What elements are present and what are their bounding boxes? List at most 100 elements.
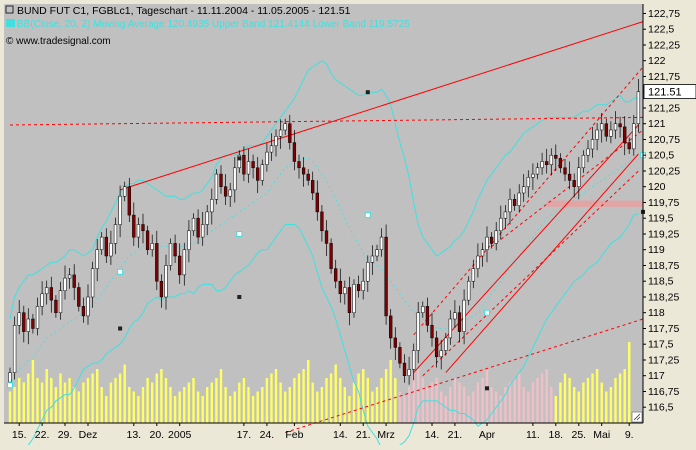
- volume-bar: [18, 378, 21, 423]
- candle-up: [12, 325, 17, 373]
- candle-down: [311, 180, 315, 194]
- bollinger-bands: [9, 60, 639, 450]
- candle-down: [618, 123, 622, 128]
- candle-down: [141, 224, 145, 232]
- candle-up: [471, 268, 475, 282]
- candle-down: [301, 167, 306, 175]
- volume-bar: [325, 378, 328, 423]
- candle-up: [494, 230, 498, 244]
- candle-down: [572, 180, 576, 187]
- candle-down: [558, 158, 563, 169]
- candle-up: [503, 211, 508, 219]
- volume-bar: [522, 387, 525, 423]
- y-tick-label: 119,5: [648, 213, 674, 225]
- candle-down: [425, 306, 430, 326]
- volume-bar: [36, 378, 39, 423]
- candle-up: [246, 161, 251, 175]
- candle-up: [526, 177, 530, 188]
- candle-down: [155, 243, 159, 282]
- volume-bar: [352, 382, 356, 423]
- candle-up: [375, 249, 379, 257]
- volume-bar: [384, 369, 388, 423]
- x-tick-label: 2005: [168, 429, 192, 441]
- candle-up: [109, 243, 113, 257]
- volume-bar: [563, 373, 567, 423]
- candle-down: [178, 255, 182, 276]
- volume-bar: [513, 378, 516, 423]
- candle-down: [554, 154, 558, 159]
- candle-up: [35, 306, 40, 329]
- volume-bar: [82, 382, 85, 423]
- candle-up: [187, 230, 191, 250]
- candle-up: [499, 217, 503, 232]
- candle-down: [320, 211, 324, 232]
- candle-up: [600, 123, 604, 131]
- band-box: [7, 382, 13, 389]
- candle-up: [228, 189, 232, 197]
- candle-up: [233, 167, 237, 191]
- volume-bar: [238, 382, 241, 423]
- volume-bar: [518, 373, 521, 423]
- y-tick-label: 121,25: [648, 103, 680, 115]
- volume-bar: [27, 373, 30, 423]
- x-tick-label: 22.: [35, 429, 50, 441]
- y-tick-label: 118: [648, 307, 665, 319]
- candle-down: [132, 214, 136, 238]
- candle-up: [522, 186, 526, 194]
- volume-bar: [178, 391, 181, 423]
- x-tick-label: 15.: [12, 429, 27, 441]
- volume-bar: [472, 391, 475, 423]
- y-tick-label: 116,5: [648, 402, 674, 414]
- volume-bar: [141, 387, 145, 423]
- chart-title: BUND FUT C1, FGBLc1, Tageschart - 11.11.…: [17, 5, 351, 17]
- volume-bar: [261, 387, 264, 423]
- y-tick-label: 120,5: [648, 150, 674, 162]
- volume-bar: [123, 364, 126, 423]
- y-tick-label: 120,75: [648, 134, 680, 146]
- volume-bar: [251, 396, 255, 423]
- volume-bar: [31, 360, 35, 423]
- volume-bar: [320, 387, 324, 423]
- candle-up: [421, 306, 425, 313]
- candle-up: [201, 224, 205, 238]
- candle-up: [118, 195, 122, 225]
- volume-bar: [550, 387, 553, 423]
- candle-down: [545, 161, 549, 165]
- y-tick-label: 118,25: [648, 292, 679, 304]
- volume-bar: [398, 391, 402, 423]
- band-dot: [237, 156, 242, 161]
- x-tick-label: 14.: [425, 429, 440, 441]
- volume-bar: [577, 391, 580, 423]
- volume-bar: [22, 382, 25, 423]
- x-tick-label: 18.: [548, 429, 563, 441]
- band-box: [484, 309, 490, 316]
- y-tick-label: 116,75: [648, 386, 679, 398]
- y-tick-label: 122,75: [648, 8, 680, 20]
- volume-bar: [13, 387, 16, 423]
- volume-bar: [339, 378, 342, 423]
- y-tick-label: 122,25: [648, 40, 680, 52]
- volume-bar: [329, 373, 333, 423]
- volume-bar: [160, 369, 163, 423]
- band-dot: [237, 295, 242, 299]
- volume-bar: [403, 396, 406, 423]
- candle-up: [45, 287, 49, 295]
- volume-bar: [86, 378, 90, 423]
- candle-down: [297, 161, 301, 169]
- volume-bar: [105, 396, 108, 423]
- volume-bar: [302, 369, 305, 423]
- volume-bar: [311, 382, 314, 423]
- candle-up: [260, 164, 264, 181]
- candle-up: [283, 123, 287, 131]
- band-box: [364, 212, 371, 219]
- candle-down: [104, 236, 108, 257]
- volume-bar: [215, 378, 218, 423]
- window-icon: [5, 5, 14, 14]
- volume-bar: [68, 378, 71, 423]
- volume-bar: [169, 387, 172, 423]
- candle-up: [366, 262, 370, 282]
- volume-bar: [536, 378, 539, 423]
- y-tick-label: 119: [648, 244, 665, 256]
- volume-bar: [476, 382, 480, 423]
